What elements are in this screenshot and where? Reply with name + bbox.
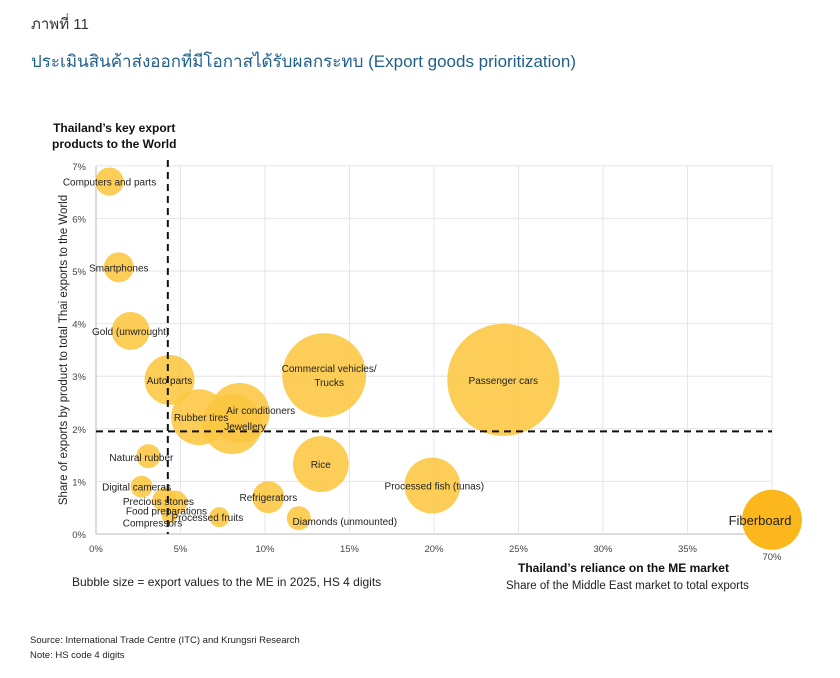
bubble-size-note: Bubble size = export values to the ME in… (72, 575, 382, 589)
x-tick-label: 20% (424, 544, 444, 555)
x-tick-label: 5% (174, 544, 188, 555)
bubble-labels: Computers and parts Smartphones Gold (unwr… (63, 178, 792, 530)
y-top-title-line-1: Thailand’s key export (53, 121, 176, 135)
bubble (95, 167, 124, 196)
figure-title: ประเมินสินค้าส่งออกที่มีโอกาสได้รับผลกระ… (31, 52, 576, 71)
x-tick-label: 70% (762, 552, 782, 563)
y-top-title-line-2: products to the World (52, 137, 177, 151)
bubble-label: Passenger cars (469, 376, 538, 387)
bubble (286, 506, 311, 531)
bubble-label: Food preparations (126, 506, 207, 517)
bubble (130, 475, 153, 498)
x-tick-label: 15% (340, 544, 360, 555)
x-axis-title: Thailand’s reliance on the ME market (518, 561, 729, 575)
bubble (292, 436, 349, 492)
figure-number: ภาพที่ 11 (31, 16, 89, 33)
bubble-label: Auto parts (147, 376, 193, 387)
x-tick-label: 35% (678, 544, 698, 555)
y-tick-label: 6% (72, 214, 86, 225)
bubble-label: Trucks (314, 378, 344, 389)
y-tick-label: 2% (72, 425, 86, 436)
y-tick-label: 0% (72, 530, 86, 541)
bubble (282, 333, 367, 418)
bubble-label: Digital cameras (102, 483, 171, 494)
bubble (404, 457, 461, 514)
bubble-label: Commercial vehicles/ (282, 364, 377, 375)
y-tick-label: 7% (72, 162, 86, 173)
bubble-label: Air conditioners (226, 406, 295, 417)
bubble-label: Rubber tires (174, 413, 228, 424)
y-tick-label: 4% (72, 320, 86, 331)
y-tick-label: 3% (72, 372, 86, 383)
bubbles (95, 167, 802, 550)
bubble-label: Smartphones (89, 263, 148, 274)
bubble (136, 444, 161, 469)
bubble (103, 252, 134, 283)
bubble (209, 507, 230, 528)
grid (95, 165, 773, 535)
x-tick-label: 0% (89, 544, 103, 555)
bubble (209, 383, 270, 444)
source-note: Source: International Trade Centre (ITC)… (30, 635, 300, 646)
bubble-label: Natural rubber (109, 453, 174, 464)
bubble-label: Jewellery (224, 422, 266, 433)
footnote: Note: HS code 4 digits (30, 650, 125, 661)
x-tick-label: 25% (509, 544, 529, 555)
y-tick-label: 5% (72, 267, 86, 278)
bubble-label: Processed fruits (172, 513, 244, 524)
bubble-label: Refrigerators (239, 493, 297, 504)
bubble-label: Rice (311, 460, 331, 471)
bubble (252, 481, 285, 514)
bubble-label: Computers and parts (63, 178, 156, 189)
bubble (742, 489, 802, 550)
bubble-label: Processed fish (tunas) (385, 482, 485, 493)
x-tick-label: 30% (593, 544, 613, 555)
bubble-label: Gold (unwrought) (92, 327, 169, 338)
ticks: 0% 1% 2% 3% 4% 5% 6% 7% 0% 5% 10% 15% 20% 25% 30% 35% 70… (72, 162, 782, 563)
y-tick-label: 1% (72, 477, 86, 488)
x-axis-subtitle: Share of the Middle East market to total… (506, 580, 749, 592)
y-axis-label: Share of exports by product to total Tha… (58, 195, 70, 505)
y-top-title: Thailand’s key export products to the Wo… (52, 120, 176, 152)
bubble (111, 311, 150, 350)
x-tick-label: 10% (255, 544, 275, 555)
reference-lines (96, 160, 772, 534)
bubble (447, 323, 560, 436)
bubble-label: Diamonds (unmounted) (293, 517, 398, 528)
bubble-label: Compressors (123, 519, 182, 530)
bubble (161, 507, 178, 524)
bubble-label: Precious stones (123, 497, 194, 508)
bubble-label: Fiberboard (729, 513, 792, 528)
bubble (144, 354, 195, 405)
